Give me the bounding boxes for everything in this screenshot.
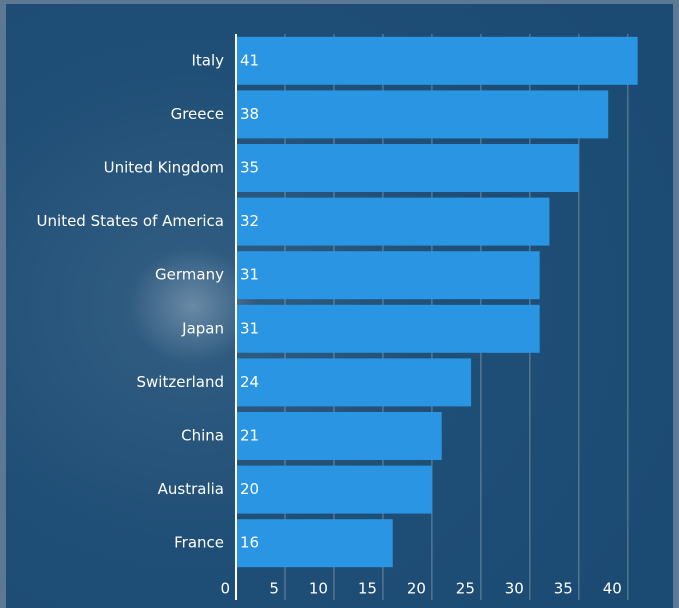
value-label: 20 (240, 480, 259, 498)
value-label: 41 (240, 51, 259, 69)
x-tick-label: 30 (505, 580, 524, 598)
bar (236, 465, 432, 514)
x-tick-label: 20 (407, 580, 426, 598)
value-label: 38 (240, 105, 259, 123)
y-tick-label: China (181, 427, 224, 445)
y-tick-label: Switzerland (137, 373, 225, 391)
value-label: 24 (240, 373, 259, 391)
bar (236, 90, 609, 139)
y-tick-label: United Kingdom (104, 159, 224, 177)
y-tick-label: Germany (155, 266, 224, 284)
value-label: 16 (240, 534, 259, 552)
plot-area: 0 5 10 15 20 25 30 35 40 Italy 41 Greece 38 United Ki… (37, 34, 638, 600)
bar (236, 36, 638, 85)
value-label: 31 (240, 319, 259, 337)
bar (236, 197, 550, 246)
x-tick-label: 40 (603, 580, 622, 598)
x-tick-label: 0 (220, 580, 230, 598)
x-tick-label: 5 (269, 580, 279, 598)
y-tick-label: Greece (171, 105, 224, 123)
x-tick-label: 35 (554, 580, 573, 598)
y-tick-label: Australia (158, 480, 224, 498)
y-tick-label: United States of America (37, 212, 224, 230)
y-tick-label: France (174, 534, 224, 552)
bar (236, 519, 393, 568)
y-tick-label: Italy (191, 51, 224, 69)
value-label: 21 (240, 427, 259, 445)
x-tick-label: 15 (358, 580, 377, 598)
x-tick-label: 10 (309, 580, 328, 598)
bar (236, 251, 540, 300)
bar (236, 304, 540, 353)
value-label: 31 (240, 266, 259, 284)
bar (236, 144, 579, 192)
bar (236, 412, 442, 460)
x-tick-label: 25 (456, 580, 475, 598)
value-label: 35 (240, 159, 259, 177)
y-tick-label: Japan (181, 319, 224, 337)
value-label: 32 (240, 212, 259, 230)
bar (236, 358, 472, 407)
